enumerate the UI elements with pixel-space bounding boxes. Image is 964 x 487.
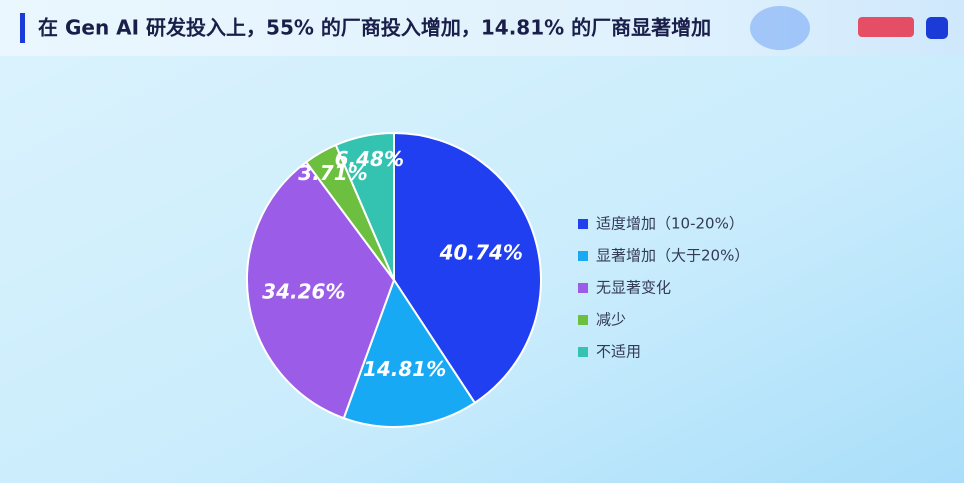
data-label: 6.48% bbox=[335, 147, 404, 171]
legend-label: 不适用 bbox=[596, 343, 641, 361]
legend-swatch bbox=[578, 251, 588, 261]
logo-decoration bbox=[750, 6, 810, 50]
pie-slice bbox=[334, 131, 395, 281]
legend-label: 显著增加（大于20%） bbox=[596, 247, 749, 265]
pie-slice bbox=[342, 277, 477, 428]
legend-label: 适度增加（10-20%） bbox=[596, 215, 744, 233]
legend-label: 无显著变化 bbox=[596, 279, 671, 297]
data-label: 34.26% bbox=[262, 280, 345, 304]
legend-swatch bbox=[578, 283, 588, 293]
legend-swatch bbox=[578, 315, 588, 325]
legend-label: 减少 bbox=[596, 311, 626, 329]
logo-badge bbox=[858, 17, 914, 37]
logo-icon bbox=[926, 17, 948, 39]
data-label: 14.81% bbox=[363, 357, 446, 381]
legend-swatch bbox=[578, 219, 588, 229]
pie-slice bbox=[246, 160, 396, 420]
pie-chart: 40.74% 14.81% 34.26% 3.71%6.48% bbox=[246, 131, 542, 428]
data-label: 40.74% bbox=[439, 240, 523, 264]
data-label: 3.71% bbox=[298, 161, 367, 185]
header-band bbox=[0, 0, 964, 56]
header-accent bbox=[20, 13, 25, 43]
legend-swatch bbox=[578, 347, 588, 357]
chart-title: 在 Gen AI 研发投入上，55% 的厂商投入增加，14.81% 的厂商显著增… bbox=[38, 16, 711, 40]
